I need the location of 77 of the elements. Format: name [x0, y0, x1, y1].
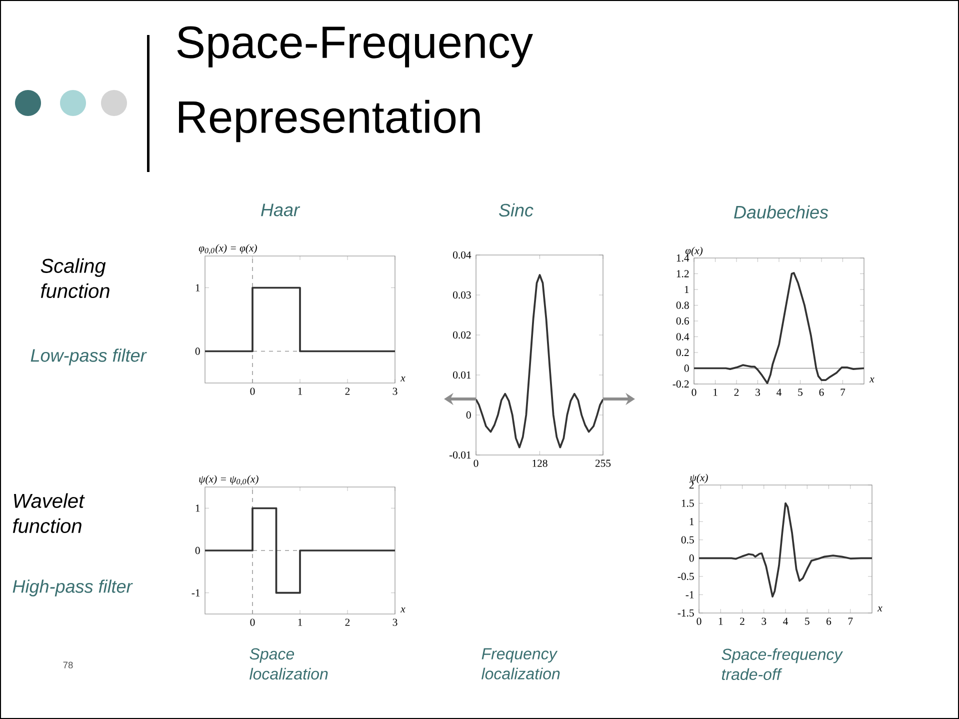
x-tick-label: 2 [740, 618, 744, 625]
chart-title: Daubechies [734, 205, 828, 219]
y-tick-label: 0 [684, 364, 689, 372]
y-tick-label: 2 [689, 481, 694, 489]
x-tick-label: 5 [798, 388, 802, 396]
y-tick-label: 0.6 [676, 317, 689, 325]
y-tick-label: -1 [686, 591, 694, 598]
y-axis-title: ψ(x) [690, 474, 708, 484]
y-axis-title: φ(x) [685, 246, 703, 256]
x-tick-label: 1 [714, 388, 718, 396]
y-tick-label: 0.8 [676, 302, 689, 309]
y-tick-label: -1.5 [678, 609, 694, 617]
text: Low-pass filter [30, 348, 147, 366]
x-tick-label: 6 [826, 618, 832, 625]
line-series [699, 502, 872, 598]
text: Scaling function [40, 258, 110, 298]
y-tick-label: 0 [195, 348, 200, 355]
chart-title: Haar [261, 204, 300, 216]
chart-title: Sinc [499, 203, 534, 217]
y-tick-label: 0.03 [453, 291, 471, 299]
text: Space-Frequency Representation [177, 26, 533, 142]
x-tick-label: 2 [345, 618, 350, 626]
x-tick-label: 3 [392, 388, 398, 395]
y-tick-label: 1 [196, 284, 200, 292]
x-tick-label: 3 [762, 618, 766, 625]
text: Wavelet function [12, 493, 85, 534]
y-tick-label: 0.02 [453, 331, 471, 339]
y-tick-label: 0.4 [676, 333, 690, 340]
text: Frequency localization [482, 648, 560, 680]
y-tick-label: -0.2 [672, 380, 689, 388]
y-tick-label: 0.01 [453, 371, 471, 379]
y-tick-label: 0.2 [676, 348, 689, 356]
x-tick-label: 3 [756, 388, 760, 396]
x-tick-label: 2 [734, 388, 739, 396]
y-tick-label: 0 [195, 546, 200, 554]
text: 78 [63, 662, 73, 668]
x-tick-label: 0 [250, 618, 255, 626]
y-tick-label: 1 [690, 518, 694, 526]
x-tick-label: 5 [805, 618, 810, 625]
x-tick-label: 3 [392, 618, 398, 626]
x-tick-label: 6 [819, 388, 824, 396]
x-tick-label: 7 [848, 618, 853, 625]
y-tick-label: 1 [196, 504, 200, 512]
x-axis-title: x [400, 608, 406, 612]
y-axis-title: φ$_{0,0}$(x) = φ(x) [198, 244, 257, 254]
x-tick-label: 4 [783, 618, 788, 625]
x-tick-label: 4 [776, 388, 782, 396]
x-tick-label: 1 [298, 388, 302, 395]
x-axis-title: x [877, 606, 882, 612]
x-axis-title: x [400, 376, 406, 382]
x-tick-label: 2 [345, 388, 350, 395]
x-tick-label: 128 [532, 460, 548, 467]
x-tick-label: 255 [595, 460, 611, 467]
line-series [476, 274, 604, 448]
y-tick-label: -1 [192, 589, 200, 596]
text: Space localization [250, 648, 328, 680]
y-tick-label: 1.5 [682, 500, 694, 507]
x-tick-label: 1 [718, 618, 723, 625]
text: High-pass filter [12, 580, 133, 596]
x-tick-label: 0 [696, 618, 702, 625]
y-tick-label: 1.2 [676, 270, 689, 278]
y-tick-label: 0.5 [681, 536, 694, 544]
x-tick-label: 0 [474, 460, 478, 467]
y-tick-label: 1.4 [676, 254, 690, 262]
line-series [694, 272, 864, 384]
y-axis-title: ψ(x) = ψ$_{0,0}$(x) [199, 475, 258, 486]
y-tick-label: 0 [466, 411, 471, 419]
y-tick-label: 0 [689, 554, 694, 562]
text: Space-frequency trade-off [722, 648, 844, 680]
y-tick-label: 1 [684, 286, 689, 294]
x-tick-label: 0 [250, 388, 255, 395]
y-tick-label: 0.04 [453, 251, 472, 259]
y-tick-label: -0.5 [678, 572, 694, 580]
x-axis-title: x [869, 378, 874, 382]
x-tick-label: 1 [298, 618, 302, 626]
x-tick-label: 7 [840, 388, 846, 396]
y-tick-label: -0.01 [449, 451, 471, 459]
